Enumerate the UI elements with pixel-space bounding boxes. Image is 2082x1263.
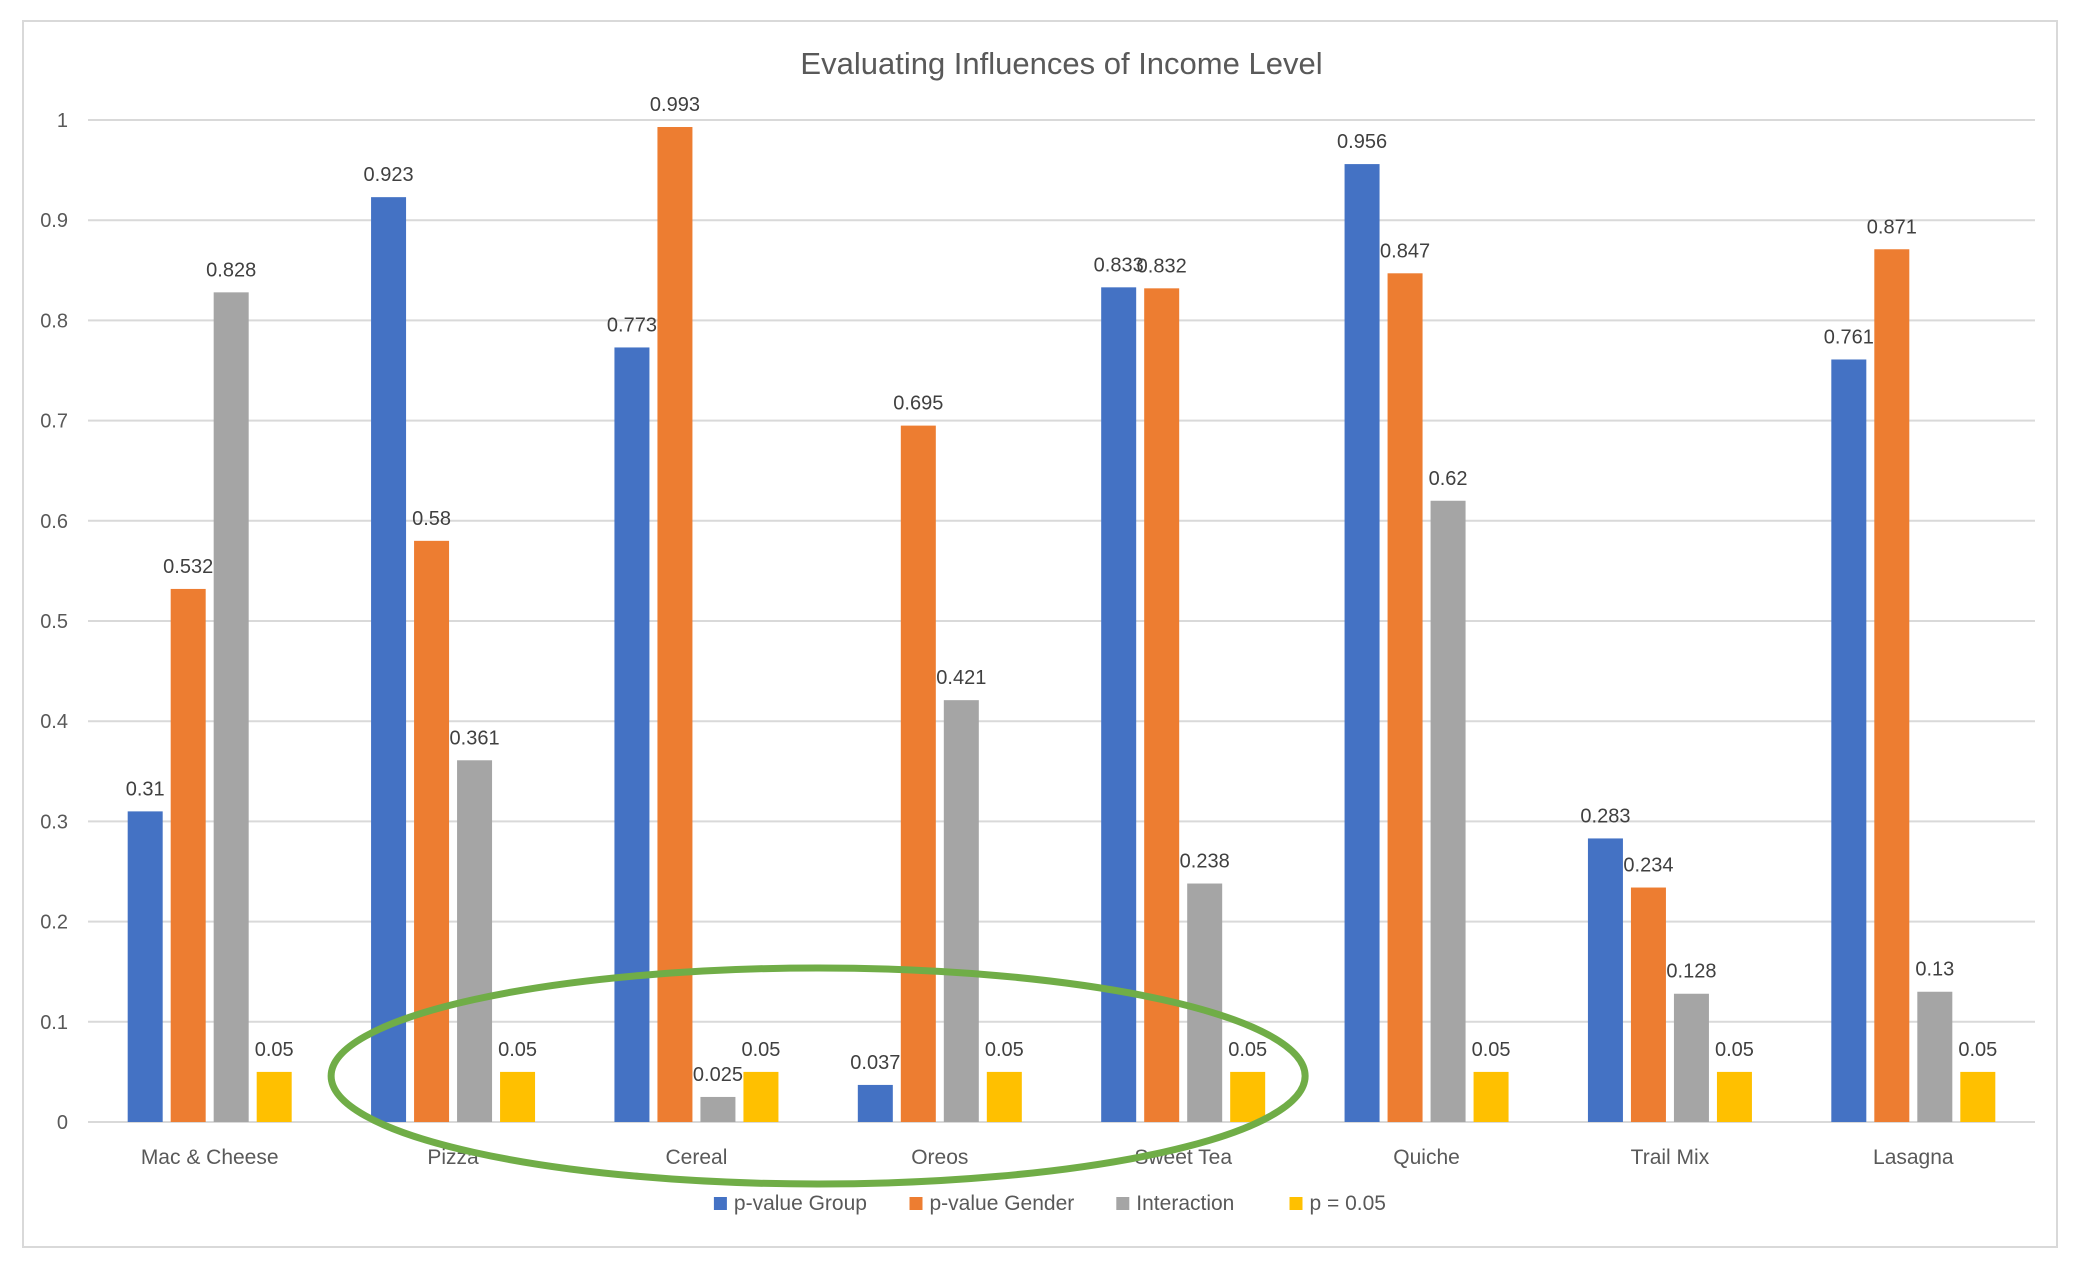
bar-p-value-gender <box>1630 887 1666 1122</box>
data-label: 0.025 <box>693 1064 743 1086</box>
bar-p-0-05 <box>1716 1071 1752 1122</box>
y-tick-label: 1 <box>57 110 68 132</box>
y-tick-label: 0.7 <box>40 411 68 433</box>
bar-p-value-group <box>614 347 650 1123</box>
data-label: 0.05 <box>1472 1039 1511 1061</box>
data-label: 0.773 <box>607 314 657 336</box>
highlight-ellipse <box>327 964 1309 1188</box>
data-label: 0.05 <box>498 1039 537 1061</box>
legend-label: p = 0.05 <box>1310 1192 1386 1215</box>
y-tick-label: 0.1 <box>40 1012 68 1034</box>
data-label: 0.05 <box>741 1039 780 1061</box>
bar-interaction <box>700 1096 736 1122</box>
data-label: 0.833 <box>1094 254 1144 276</box>
data-label: 0.62 <box>1429 468 1468 490</box>
bar-p-0-05 <box>256 1071 292 1122</box>
bar-p-value-group <box>1344 164 1380 1122</box>
data-label: 0.13 <box>1915 959 1954 981</box>
x-category-label: Cereal <box>666 1146 728 1169</box>
x-category-label: Quiche <box>1393 1146 1460 1169</box>
bar-p-0-05 <box>1230 1071 1266 1122</box>
bar-p-value-group <box>857 1084 893 1122</box>
legend-label: p-value Gender <box>930 1192 1075 1215</box>
chart-title: Evaluating Influences of Income Level <box>800 46 1322 81</box>
data-label: 0.05 <box>1715 1039 1754 1061</box>
bar-p-value-gender <box>1144 288 1180 1122</box>
bar-p-0-05 <box>1473 1071 1509 1122</box>
data-label: 0.871 <box>1867 216 1917 238</box>
data-label: 0.05 <box>1228 1039 1267 1061</box>
bar-p-0-05 <box>1960 1071 1996 1122</box>
data-label: 0.283 <box>1580 805 1630 827</box>
y-tick-label: 0.3 <box>40 811 68 833</box>
data-label: 0.923 <box>364 164 414 186</box>
legend-swatch <box>1289 1197 1303 1210</box>
bar-p-value-group <box>371 197 407 1123</box>
legend-swatch <box>909 1197 923 1210</box>
bar-p-value-gender <box>1387 273 1423 1122</box>
bar-p-0-05 <box>986 1071 1022 1122</box>
legend-swatch <box>713 1197 727 1210</box>
data-label: 0.847 <box>1380 240 1430 262</box>
data-label: 0.695 <box>893 393 943 415</box>
y-tick-label: 0.5 <box>40 611 68 633</box>
y-tick-label: 0.4 <box>40 711 68 733</box>
data-label: 0.361 <box>450 727 500 749</box>
bar-p-value-group <box>1587 838 1623 1122</box>
bar-p-value-gender <box>170 588 206 1122</box>
data-label: 0.761 <box>1824 326 1874 348</box>
bar-interaction <box>943 700 979 1122</box>
y-tick-label: 0.2 <box>40 912 68 934</box>
data-label: 0.05 <box>1958 1039 1997 1061</box>
data-label: 0.037 <box>850 1052 900 1074</box>
data-label: 0.832 <box>1137 255 1187 277</box>
bar-interaction <box>1430 500 1466 1122</box>
legend-label: Interaction <box>1136 1192 1234 1215</box>
x-category-label: Mac & Cheese <box>141 1146 279 1169</box>
bar-p-value-gender <box>657 127 693 1123</box>
bar-p-value-gender <box>1874 249 1910 1122</box>
y-tick-label: 0.9 <box>40 210 68 232</box>
bar-p-value-group <box>127 811 163 1122</box>
legend-swatch <box>1116 1197 1130 1210</box>
data-label: 0.128 <box>1666 961 1716 983</box>
y-tick-label: 0 <box>57 1112 68 1134</box>
data-label: 0.828 <box>206 259 256 281</box>
bar-interaction <box>1673 993 1709 1122</box>
data-label: 0.234 <box>1623 855 1673 877</box>
data-label: 0.238 <box>1180 851 1230 873</box>
data-label: 0.58 <box>412 508 451 530</box>
data-label: 0.532 <box>163 556 213 578</box>
bar-p-value-group <box>1831 359 1867 1122</box>
bar-interaction <box>457 760 493 1122</box>
bar-interaction <box>1187 883 1223 1122</box>
x-category-label: Oreos <box>911 1146 968 1169</box>
data-label: 0.993 <box>650 94 700 116</box>
legend-label: p-value Group <box>734 1192 867 1215</box>
bar-p-value-group <box>1101 287 1137 1123</box>
bar-p-0-05 <box>500 1071 536 1122</box>
bar-interaction <box>213 292 249 1122</box>
bar-p-value-gender <box>414 540 450 1122</box>
data-label: 0.05 <box>255 1039 294 1061</box>
x-category-label: Lasagna <box>1873 1146 1954 1169</box>
bar-p-0-05 <box>743 1071 779 1122</box>
data-label: 0.421 <box>936 667 986 689</box>
y-tick-label: 0.6 <box>40 511 68 533</box>
bar-interaction <box>1917 991 1953 1122</box>
bar-p-value-gender <box>900 425 936 1122</box>
y-tick-label: 0.8 <box>40 310 68 332</box>
data-label: 0.31 <box>126 778 165 800</box>
data-label: 0.05 <box>985 1039 1024 1061</box>
data-label: 0.956 <box>1337 131 1387 153</box>
x-category-label: Trail Mix <box>1631 1146 1710 1169</box>
chart-frame <box>22 20 2058 1248</box>
